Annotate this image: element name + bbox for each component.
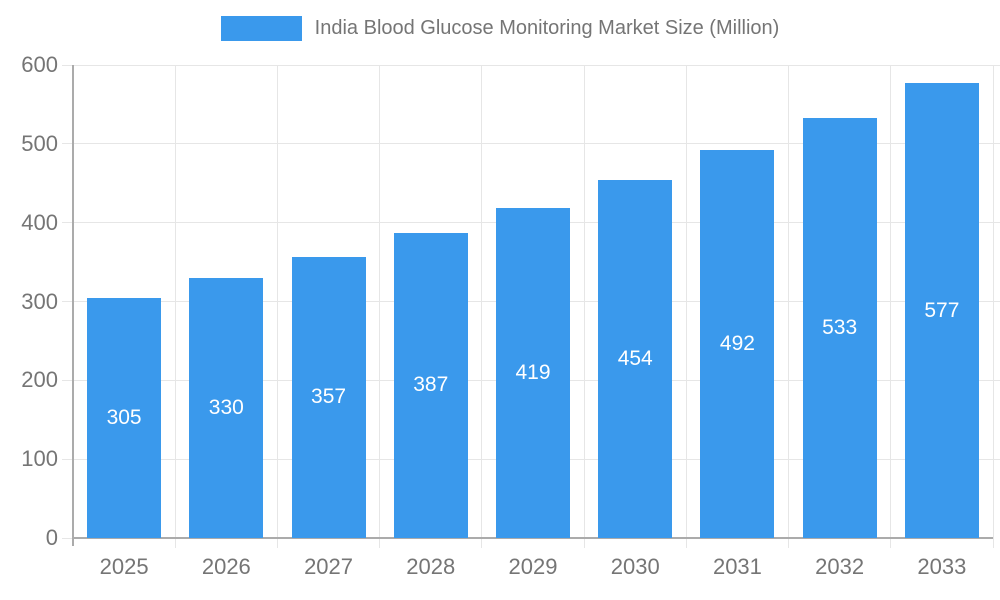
x-axis-tick-label: 2027 [304, 554, 354, 579]
x-axis-tick-label: 2026 [201, 554, 251, 579]
x-axis-tick-label: 2028 [406, 554, 456, 579]
bar-value-label: 357 [311, 385, 347, 409]
bar-value-label: 492 [719, 332, 755, 356]
legend[interactable]: India Blood Glucose Monitoring Market Si… [0, 16, 1000, 41]
y-axis-tick [62, 143, 73, 145]
bar-2031: 492 [700, 150, 775, 538]
x-axis-tick-label: 2033 [917, 554, 967, 579]
y-axis-line [72, 65, 74, 546]
x-gridline [174, 65, 176, 548]
bar-2033: 577 [904, 83, 979, 538]
y-gridline [73, 64, 1000, 66]
bar-value-label: 454 [617, 347, 653, 371]
y-axis-tick-label: 600 [21, 52, 58, 77]
bar-2029: 419 [496, 207, 570, 538]
x-gridline [890, 65, 892, 548]
bar-2032: 533 [802, 117, 877, 538]
x-axis-line [73, 537, 993, 539]
bar-2027: 357 [291, 256, 366, 538]
plot-area: 0 100 200 300 400 500 600 305 330 357 387 419 454 492… [21, 52, 1000, 579]
legend-swatch-icon [220, 16, 302, 41]
bar-2025: 305 [87, 297, 162, 538]
bar-value-label: 419 [515, 360, 551, 384]
y-axis-tick [62, 222, 73, 224]
bar-2026: 330 [189, 277, 264, 538]
bar-2030: 454 [598, 180, 673, 538]
y-axis-tick-label: 0 [45, 525, 58, 550]
bar-value-label: 305 [106, 405, 142, 429]
x-gridline [992, 65, 994, 548]
y-axis-tick-label: 400 [21, 209, 58, 235]
y-axis-tick-label: 300 [21, 288, 58, 314]
bar-2028: 387 [393, 232, 468, 538]
x-axis-tick-label: 2032 [815, 554, 865, 579]
y-axis-tick [62, 64, 73, 66]
legend-label: India Blood Glucose Monitoring Market Si… [314, 17, 780, 39]
x-axis-tick-label: 2031 [712, 554, 762, 579]
y-axis-tick-label: 100 [21, 446, 58, 472]
x-gridline [481, 65, 483, 548]
x-gridline [276, 65, 278, 548]
bar-value-label: 533 [822, 315, 858, 339]
x-axis-tick-label: 2030 [610, 554, 660, 579]
x-gridline [788, 65, 790, 548]
bar-value-label: 387 [413, 373, 449, 397]
y-axis-tick [62, 537, 73, 539]
x-gridline [583, 65, 585, 548]
bar-value-label: 330 [208, 395, 244, 419]
y-axis-tick [62, 301, 73, 302]
y-axis-tick [62, 458, 73, 460]
x-axis-tick-label: 2029 [508, 554, 558, 579]
y-axis-tick-label: 200 [21, 367, 58, 393]
bar-value-label: 577 [924, 298, 960, 322]
x-axis-tick-label: 2025 [99, 554, 149, 579]
y-gridline [73, 143, 1000, 145]
x-gridline [379, 65, 381, 548]
x-gridline [685, 65, 687, 548]
y-axis-tick-label: 500 [21, 130, 58, 156]
y-axis-tick [62, 379, 73, 381]
